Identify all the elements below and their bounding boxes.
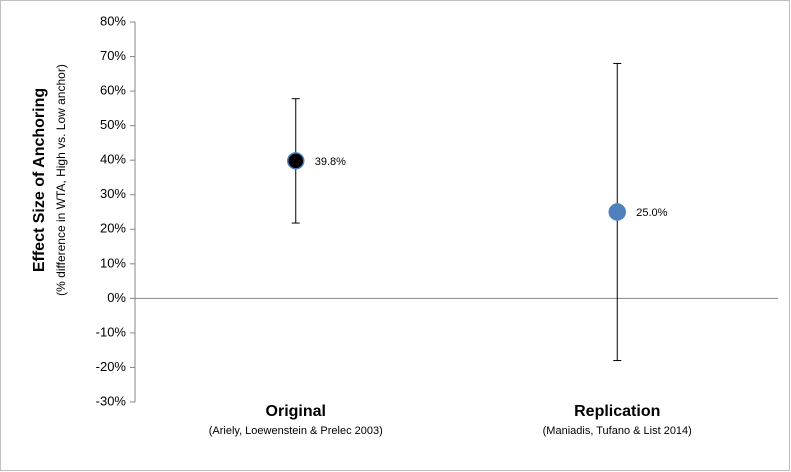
x-tick-label: Replication xyxy=(574,403,660,420)
y-tick-label: 40% xyxy=(100,152,126,167)
data-label: 25.0% xyxy=(636,207,667,219)
y-tick-label: 50% xyxy=(100,117,126,132)
x-tick-label: Original xyxy=(266,403,326,420)
point xyxy=(608,203,626,221)
point xyxy=(287,152,305,170)
y-tick-label: 20% xyxy=(100,221,126,236)
y-tick-label: -10% xyxy=(96,324,127,339)
y-tick-label: 70% xyxy=(100,48,126,63)
y-tick-label: 10% xyxy=(100,255,126,270)
y-tick-label: -30% xyxy=(96,393,127,408)
y-tick-label: 0% xyxy=(107,290,126,305)
y-tick-label: 80% xyxy=(100,13,126,28)
y-tick-label: 60% xyxy=(100,83,126,98)
data-label: 39.8% xyxy=(315,156,346,168)
y-axis-subtitle: (% difference in WTA, High vs. Low ancho… xyxy=(54,64,68,296)
x-tick-note: (Maniadis, Tufano & List 2014) xyxy=(543,425,692,437)
y-axis-title: Effect Size of Anchoring xyxy=(31,88,48,272)
x-tick-note: (Ariely, Loewenstein & Prelec 2003) xyxy=(209,425,383,437)
y-tick-label: -20% xyxy=(96,359,127,374)
y-tick-label: 30% xyxy=(100,186,126,201)
